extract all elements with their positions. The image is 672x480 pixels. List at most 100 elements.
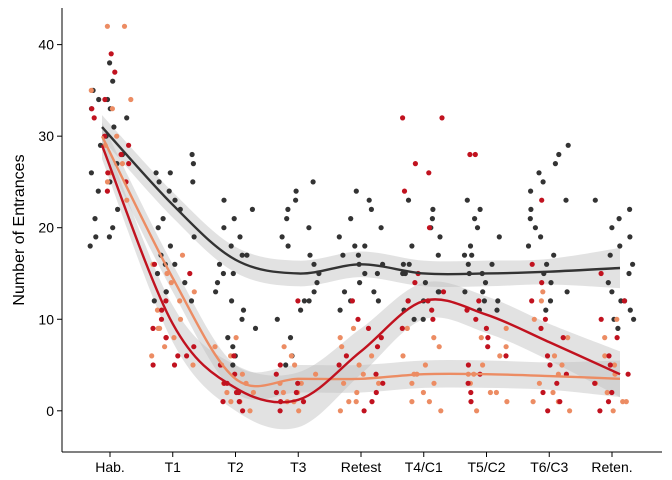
data-point (615, 325, 621, 331)
data-point (343, 353, 349, 359)
data-point (503, 325, 509, 331)
data-point (293, 389, 299, 396)
data-point (293, 197, 299, 203)
data-point (285, 206, 291, 212)
data-point (231, 216, 237, 222)
data-point (230, 270, 236, 277)
data-point (554, 380, 560, 386)
data-point (605, 280, 611, 286)
data-point (163, 335, 169, 341)
data-point (287, 335, 294, 341)
data-point (311, 289, 317, 295)
data-point (426, 225, 433, 231)
confidence-band (102, 131, 620, 430)
data-point (409, 380, 415, 386)
data-point (461, 252, 468, 258)
data-point (597, 408, 603, 414)
data-point (497, 353, 503, 359)
data-point (504, 399, 510, 405)
data-point (527, 216, 533, 222)
data-point (280, 389, 286, 396)
data-point (369, 353, 375, 359)
data-point (477, 206, 483, 212)
data-point (602, 335, 608, 341)
data-point (468, 399, 474, 405)
data-point (104, 179, 111, 185)
data-point (108, 51, 114, 57)
data-point (556, 151, 562, 158)
data-point (528, 206, 534, 212)
data-point (362, 243, 368, 249)
data-point (544, 353, 551, 359)
data-point (102, 96, 108, 103)
data-point (539, 280, 545, 286)
data-point (540, 179, 546, 185)
data-point (288, 353, 294, 359)
x-tick-label: T3 (290, 459, 307, 475)
data-point (362, 270, 368, 277)
data-point (336, 362, 342, 368)
data-point (544, 261, 550, 267)
data-point (478, 335, 484, 341)
y-tick-label: 0 (46, 403, 54, 419)
data-point (540, 389, 546, 396)
data-point (240, 408, 246, 414)
data-point (400, 115, 406, 121)
data-point (119, 161, 125, 167)
data-point (225, 335, 231, 341)
data-point (87, 243, 93, 249)
data-point (609, 225, 615, 231)
data-point (474, 408, 480, 414)
data-point (620, 399, 626, 405)
data-point (112, 69, 118, 75)
data-point (609, 389, 615, 396)
data-point (168, 280, 174, 286)
data-point (536, 170, 542, 176)
data-point (426, 399, 432, 405)
data-point (440, 289, 447, 295)
data-point (481, 298, 487, 304)
data-point (88, 170, 94, 176)
data-point (247, 408, 253, 414)
data-point (369, 399, 375, 405)
data-point (420, 389, 426, 396)
data-point (340, 252, 346, 258)
data-point (560, 335, 566, 341)
data-point (150, 325, 156, 331)
data-point (405, 298, 411, 304)
data-point (300, 399, 307, 405)
data-point (295, 298, 301, 304)
data-point (191, 344, 197, 350)
data-point (538, 325, 544, 331)
data-point (124, 115, 130, 121)
data-point (104, 23, 110, 29)
data-point (88, 87, 94, 93)
data-point (92, 216, 98, 222)
data-point (190, 362, 196, 368)
data-point (374, 344, 381, 350)
data-point (124, 197, 130, 203)
data-point (551, 252, 557, 258)
data-point (357, 280, 363, 286)
data-point (244, 252, 250, 258)
data-point (307, 252, 313, 258)
data-point (430, 206, 436, 212)
data-point (469, 252, 475, 258)
data-point (493, 389, 499, 396)
data-point (592, 380, 598, 386)
data-point (118, 151, 124, 158)
data-point (214, 280, 221, 286)
data-point (411, 316, 417, 322)
data-point (495, 298, 501, 304)
data-point (538, 298, 545, 304)
data-point (529, 298, 535, 304)
data-point (111, 124, 117, 130)
data-point (221, 197, 227, 203)
data-point (306, 298, 312, 304)
data-point (216, 261, 223, 267)
data-point (485, 344, 491, 350)
data-point (236, 399, 242, 405)
data-point (503, 353, 509, 359)
data-point (293, 188, 299, 194)
data-point (365, 325, 372, 331)
